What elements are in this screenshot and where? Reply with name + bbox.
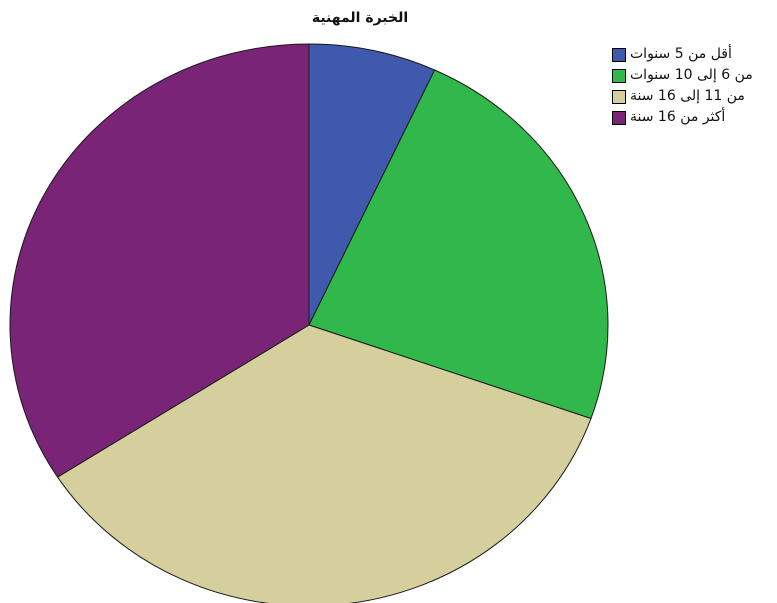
- legend-item: أكثر من 16 سنة: [612, 108, 772, 129]
- legend-item: من 6 إلى 10 سنوات: [612, 66, 772, 87]
- legend-label: من 6 إلى 10 سنوات: [630, 67, 753, 83]
- chart-legend: أقل من 5 سنوات من 6 إلى 10 سنوات من 11 إ…: [612, 45, 772, 129]
- legend-swatch: [612, 90, 626, 104]
- legend-item: أقل من 5 سنوات: [612, 45, 772, 66]
- pie-slice-2: [308, 69, 609, 420]
- legend-item: من 11 إلى 16 سنة: [612, 87, 772, 108]
- pie-slice-1: [308, 43, 436, 326]
- legend-label: من 11 إلى 16 سنة: [630, 88, 745, 104]
- legend-label: أقل من 5 سنوات: [630, 46, 732, 62]
- legend-label: أكثر من 16 سنة: [630, 109, 726, 125]
- pie-slice-3: [56, 324, 592, 603]
- legend-swatch: [612, 48, 626, 62]
- legend-swatch: [612, 69, 626, 83]
- pie-slice-4: [9, 43, 310, 478]
- legend-swatch: [612, 111, 626, 125]
- chart-title: الخبرة المهنية: [311, 10, 409, 26]
- pie-slices: [9, 43, 609, 603]
